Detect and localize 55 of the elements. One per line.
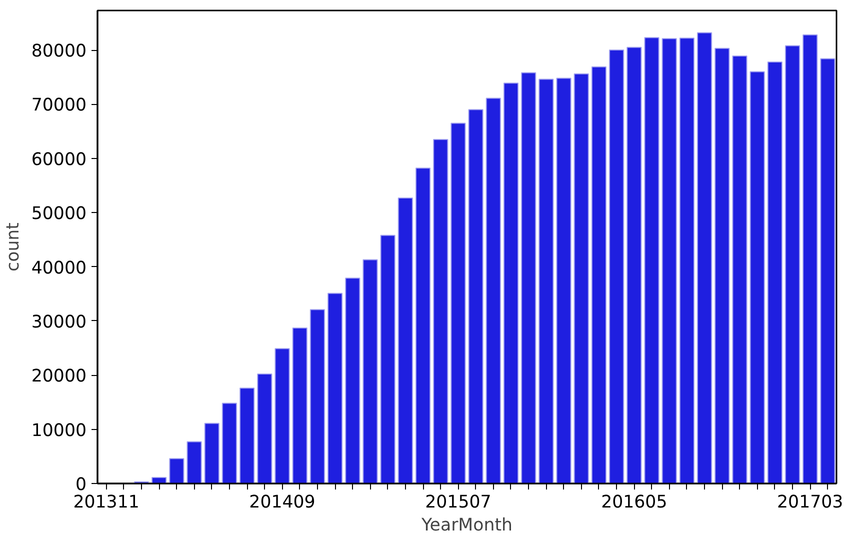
bar [556, 78, 572, 484]
bar [398, 197, 413, 484]
bar [644, 37, 660, 484]
x-tick-label: 201311 [73, 492, 140, 512]
bar [750, 71, 765, 484]
bar [362, 259, 378, 484]
y-tick-label: 40000 [31, 258, 86, 278]
bar [450, 122, 466, 484]
bar [186, 441, 202, 484]
y-tick-label: 60000 [31, 150, 86, 170]
bar [292, 328, 308, 484]
bar [732, 56, 748, 484]
bar [222, 402, 237, 484]
bar [591, 66, 606, 484]
bar [802, 34, 818, 484]
bar [328, 292, 343, 484]
bar [257, 374, 272, 484]
bar [820, 58, 836, 484]
bar [521, 72, 536, 484]
bar [784, 45, 800, 484]
bar [679, 38, 694, 484]
bar [345, 278, 360, 484]
x-tick-label: 201605 [601, 492, 668, 512]
bar [274, 348, 290, 484]
bar [468, 109, 484, 484]
y-tick-label: 80000 [31, 42, 86, 62]
bar [503, 82, 519, 484]
bar [697, 32, 712, 484]
bar [152, 477, 167, 484]
bar [662, 38, 677, 484]
x-tick-label: 201703 [777, 492, 844, 512]
y-tick-label: 30000 [31, 312, 86, 332]
bar [626, 46, 642, 484]
y-tick-label: 0 [75, 475, 87, 495]
bar [204, 422, 220, 484]
bar [767, 61, 782, 484]
y-tick-label: 70000 [31, 96, 86, 116]
bar [169, 458, 184, 484]
bar [310, 309, 325, 484]
bar [380, 234, 396, 484]
x-tick-label: 201409 [249, 492, 316, 512]
y-tick-label: 10000 [31, 420, 86, 441]
bar [486, 98, 501, 484]
x-tick-label: 201507 [425, 492, 492, 512]
bar [574, 73, 589, 484]
bar [240, 388, 255, 484]
y-tick-label: 50000 [31, 204, 86, 224]
bar [538, 78, 554, 484]
y-axis-title: count [3, 222, 24, 272]
bar [433, 138, 448, 484]
bar [609, 50, 624, 484]
bar [714, 48, 730, 484]
y-tick-label: 20000 [31, 366, 86, 387]
x-axis-title: YearMonth [420, 516, 512, 536]
bar [415, 168, 431, 484]
